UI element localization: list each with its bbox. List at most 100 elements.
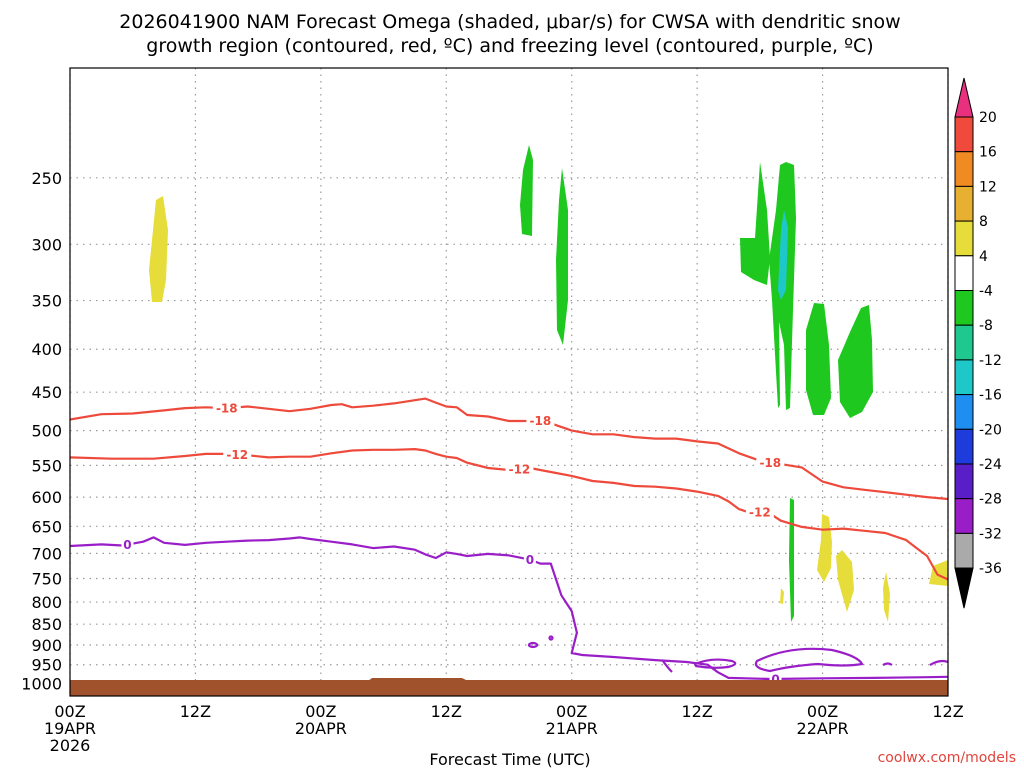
dgz-label-bg-1-2 [745, 505, 774, 520]
freezing-label-2-0: 0 [123, 538, 131, 552]
colorbar-swatch-11 [954, 498, 974, 534]
colorbar-swatch-6 [954, 324, 974, 361]
colorbar-label-7: -12 [979, 353, 1002, 369]
y-tick-label-850: 850 [31, 615, 62, 634]
y-tick-label-450: 450 [31, 383, 62, 402]
omega-region-green-e [806, 303, 831, 415]
y-tick-label-1000: 1000 [21, 674, 62, 693]
freezing-level-loop-c [662, 658, 737, 673]
omega-region-green-a [520, 145, 533, 236]
terrain-ridge [70, 678, 948, 696]
colorbar-swatch-0 [954, 116, 974, 153]
freezing-level-loop-e [882, 662, 893, 666]
colorbar-label-5: -4 [979, 284, 993, 300]
dgz-label-1-2: -12 [749, 506, 771, 520]
y-tick-label-750: 750 [31, 570, 62, 589]
dgz-label-0-2: -18 [759, 456, 781, 470]
dgz-label-bg-1-1 [505, 462, 534, 477]
omega-region-cyan-a [778, 210, 788, 300]
freezing-label-bg-2-1 [523, 552, 536, 567]
freezing-level-small-loop-b [548, 635, 554, 641]
freezing-contour-2 [70, 536, 948, 681]
dgz-label-0-1: -18 [530, 414, 552, 428]
x-tick-label-h36-0: 12Z [431, 702, 462, 721]
y-axis-ticks: 250 300 350 400 450 500 550 600 650 700 750 800 850 9… [21, 169, 62, 694]
y-tick-label-950: 950 [31, 656, 62, 675]
freezing-label-bg-2-0 [121, 537, 134, 552]
y-tick-label-900: 900 [31, 636, 62, 655]
x-tick-label-h0-2: 2026 [50, 736, 91, 755]
contour-lines: -18 -18 -18 -12 -12 -12 0 0 0 [70, 397, 948, 686]
colorbar-top-arrow [954, 77, 974, 118]
x-tick-label-h84-0: 12Z [932, 702, 963, 721]
colorbar-label-11: -28 [979, 492, 1002, 508]
colorbar-swatch-1 [954, 151, 974, 187]
colorbar-swatch-3 [954, 220, 974, 257]
y-tick-label-800: 800 [31, 593, 62, 612]
colorbar-label-6: -8 [979, 318, 993, 334]
freezing-level-fragments [527, 635, 948, 673]
y-tick-label-650: 650 [31, 517, 62, 536]
colorbar-swatch-4 [954, 255, 974, 292]
colorbar-bottom-arrow [954, 567, 974, 609]
y-tick-label-500: 500 [31, 422, 62, 441]
omega-region-yellow-c [836, 550, 854, 612]
dgz-label-bg-1-0 [223, 447, 252, 462]
y-tick-label-300: 300 [31, 235, 62, 254]
dgz-contour-1 [70, 448, 948, 581]
x-tick-label-h48-1: 21APR [546, 719, 598, 738]
x-tick-label-h60-0: 12Z [681, 702, 712, 721]
x-tick-label-h24-0: 00Z [305, 702, 336, 721]
omega-region-yellow-b [817, 514, 832, 582]
colorbar-label-12: -32 [979, 526, 1002, 542]
omega-region-green-c [740, 162, 770, 285]
colorbar-label-4: 4 [979, 249, 988, 265]
omega-region-yellow-a [149, 196, 168, 302]
colorbar-label-8: -16 [979, 388, 1002, 404]
y-tick-label-250: 250 [31, 169, 62, 188]
freezing-level-loop-d [754, 647, 864, 673]
x-axis-label: Forecast Time (UTC) [429, 750, 590, 768]
dgz-label-bg-0-2 [756, 455, 785, 470]
dgz-contour-0 [70, 397, 948, 501]
colorbar-label-3: 8 [979, 214, 988, 230]
colorbar-label-13: -36 [979, 561, 1002, 577]
y-tick-label-700: 700 [31, 544, 62, 563]
freezing-level-small-loop-a [527, 641, 539, 649]
credit-text: coolwx.com/models [878, 750, 1016, 766]
colorbar-swatch-8 [954, 394, 974, 430]
freezing-label-2-1: 0 [526, 553, 534, 567]
x-tick-label-h0-0: 00Z [54, 702, 85, 721]
colorbar: 20 16 12 8 4 -4 -8 -12 -16 -20 -24 -28 -32 -36 [954, 77, 1002, 609]
colorbar-label-0: 20 [979, 110, 997, 126]
omega-region-green-b [556, 168, 568, 345]
dgz-label-bg-0-1 [526, 413, 555, 428]
omega-region-yellow-d [883, 572, 890, 622]
colorbar-swatch-7 [954, 359, 974, 396]
y-tick-label-400: 400 [31, 340, 62, 359]
x-tick-label-h24-1: 20APR [295, 719, 347, 738]
chart-title-line-1: 2026041900 NAM Forecast Omega (shaded, μ… [119, 11, 900, 33]
x-tick-label-h72-0: 00Z [807, 702, 838, 721]
colorbar-label-1: 16 [979, 145, 997, 161]
omega-shading [149, 145, 948, 622]
freezing-level-loop-f [929, 659, 948, 666]
dgz-label-0-0: -18 [216, 402, 238, 416]
omega-region-green-g [789, 498, 794, 622]
colorbar-swatch-10 [954, 463, 974, 500]
colorbar-swatch-2 [954, 185, 974, 222]
chart-title-line-2: growth region (contoured, red, ºC) and f… [146, 35, 873, 57]
x-tick-label-h72-1: 22APR [797, 719, 849, 738]
freezing-label-2-2: 0 [771, 672, 779, 686]
colorbar-label-10: -24 [979, 457, 1002, 473]
plot-frame [69, 67, 949, 697]
colorbar-label-2: 12 [979, 179, 997, 195]
dgz-label-1-1: -12 [509, 463, 531, 477]
x-tick-label-h48-0: 00Z [556, 702, 587, 721]
omega-region-green-f [838, 305, 873, 418]
dgz-label-1-0: -12 [226, 448, 248, 462]
colorbar-label-9: -20 [979, 422, 1002, 438]
colorbar-swatch-12 [954, 532, 974, 569]
